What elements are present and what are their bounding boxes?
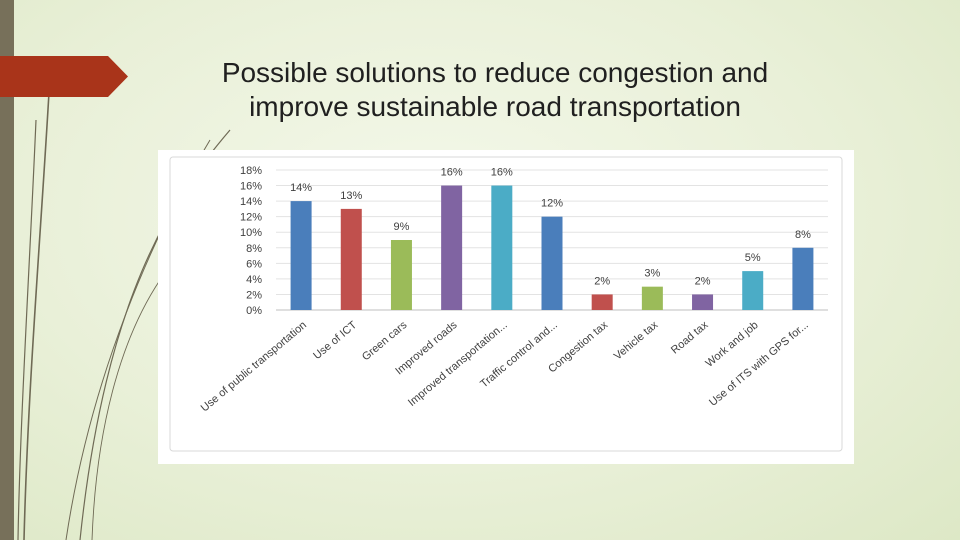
data-label: 9% [394, 221, 410, 233]
bar [290, 201, 312, 310]
bar [692, 294, 714, 310]
data-label: 13% [340, 190, 362, 202]
y-tick-label: 6% [246, 258, 262, 270]
data-label: 2% [594, 275, 610, 287]
data-label: 12% [541, 198, 563, 210]
data-label: 2% [695, 275, 711, 287]
bar [792, 247, 814, 310]
bar [390, 240, 412, 310]
chart-frame: 0% 2% 4% 6% 8% 10% 12% 14% 16% 18% 14% Use of publi… [158, 150, 854, 464]
y-tick-label: 8% [246, 243, 262, 255]
bar [541, 216, 563, 310]
title-line-1: Possible solutions to reduce congestion … [221, 57, 769, 88]
slide-title: Possible solutions to reduce congestion … [150, 56, 840, 124]
y-tick-label: 0% [246, 305, 262, 317]
bar-chart: 0%2%4%6%8%10%12%14%16%18%14%Use of publi… [169, 156, 843, 452]
data-label: 14% [290, 182, 312, 194]
data-label: 16% [441, 167, 463, 179]
bar [742, 271, 764, 310]
data-label: 3% [644, 268, 660, 280]
y-tick-label: 4% [246, 274, 262, 286]
y-tick-label: 2% [246, 289, 262, 301]
bar [340, 208, 362, 310]
bar-layer [290, 185, 814, 310]
y-tick-label: 12% [240, 212, 262, 224]
data-label: 8% [795, 229, 811, 241]
y-tick-label: 16% [240, 181, 262, 193]
y-tick-label: 14% [240, 196, 262, 208]
bar [491, 185, 513, 310]
data-label: 5% [745, 252, 761, 264]
data-label: 16% [491, 167, 513, 179]
y-tick-label: 10% [240, 227, 262, 239]
bar [641, 286, 663, 310]
title-accent-arrow [0, 56, 128, 97]
left-decor-bar [0, 0, 14, 540]
title-line-2: improve sustainable road transportation [249, 91, 741, 122]
bar [441, 185, 463, 310]
bar [591, 294, 613, 310]
y-tick-label: 18% [240, 165, 262, 177]
